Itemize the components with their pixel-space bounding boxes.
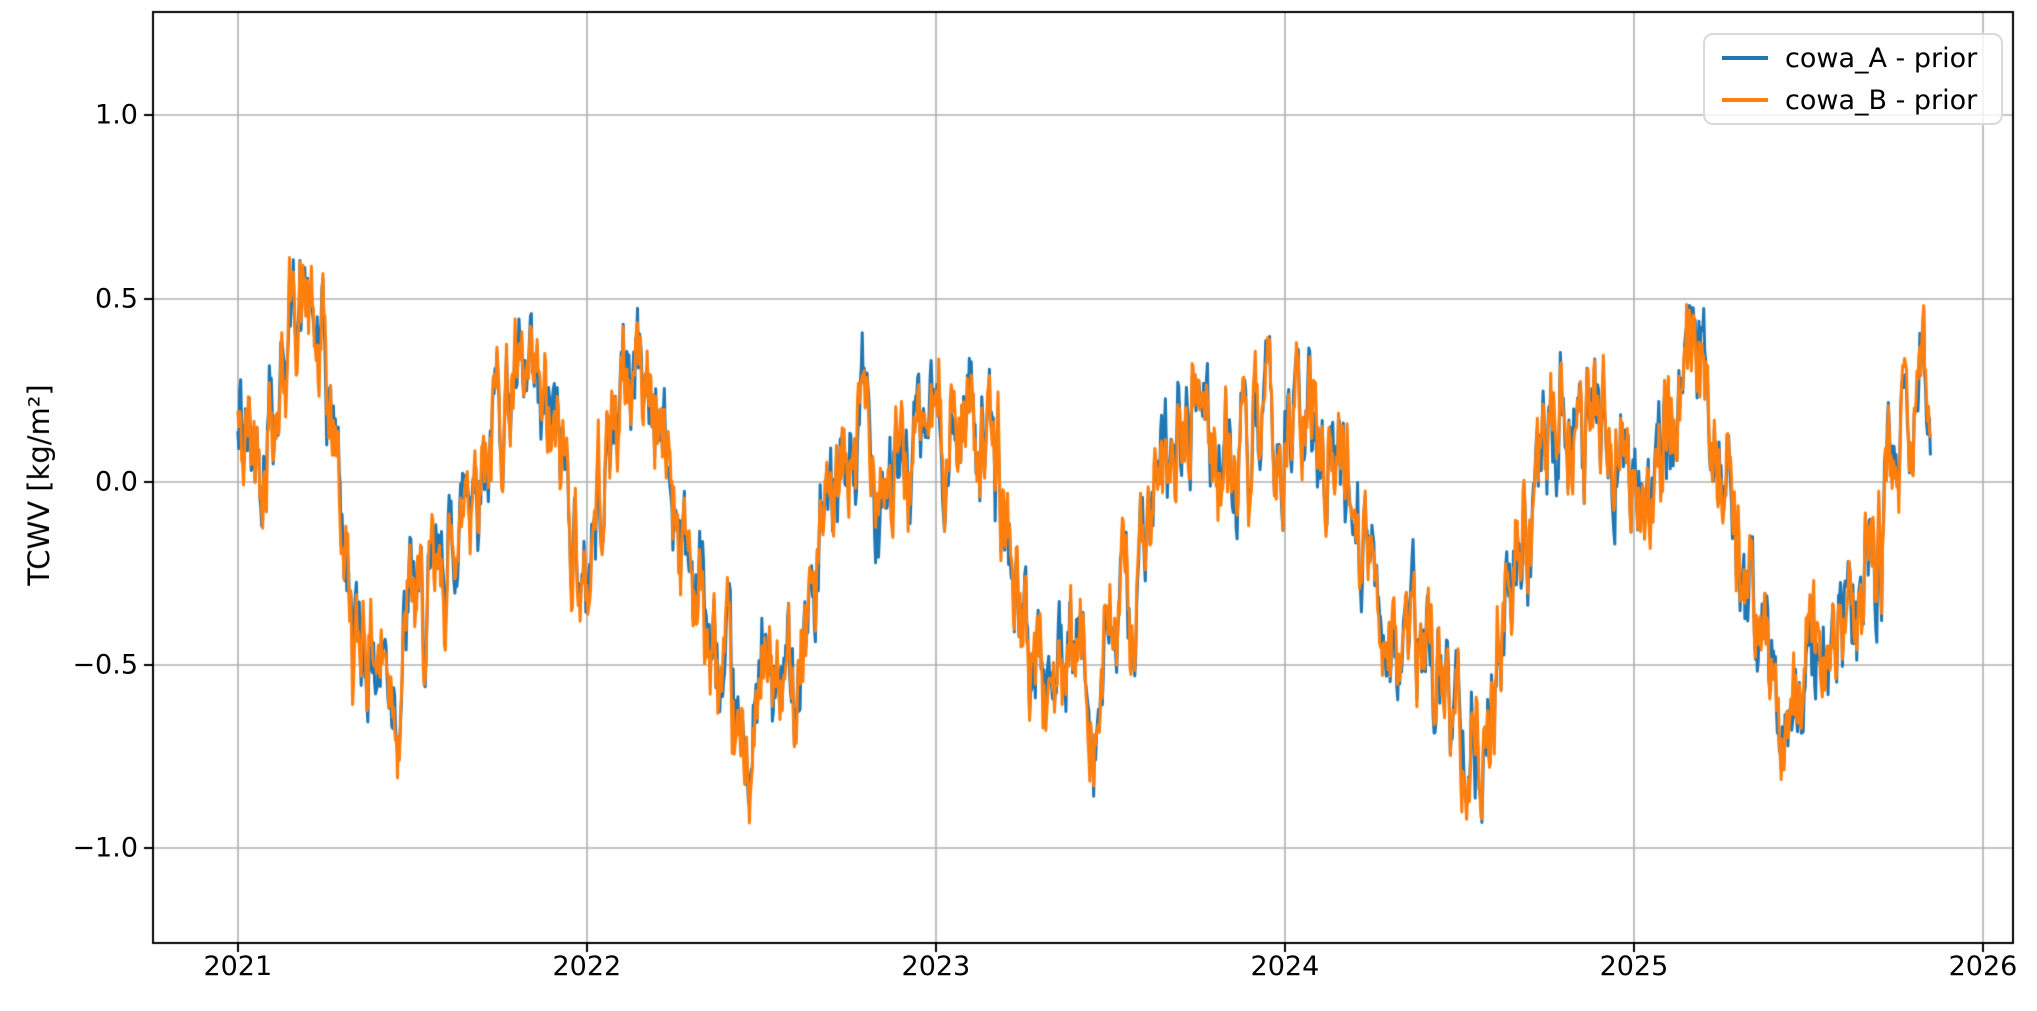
x-tick-label: 2025 [1599, 951, 1669, 982]
x-tick-label: 2026 [1948, 951, 2018, 982]
legend-label-cowa-a: cowa_A - prior [1785, 42, 1978, 74]
legend-line-cowa-b-icon [1722, 98, 1768, 102]
legend-entry-cowa-a: cowa_A - prior [1705, 37, 2001, 79]
x-tick-label: 2021 [203, 951, 273, 982]
y-tick-label: −1.0 [72, 832, 138, 864]
legend-label-cowa-b: cowa_B - prior [1785, 84, 1978, 116]
legend: cowa_A - prior cowa_B - prior [1703, 33, 2003, 125]
x-tick-label: 2024 [1250, 951, 1320, 982]
legend-line-cowa-a-icon [1722, 56, 1768, 60]
x-tick-label: 2022 [552, 951, 622, 982]
legend-entry-cowa-b: cowa_B - prior [1705, 79, 2001, 121]
y-tick-label: −0.5 [72, 649, 138, 681]
y-tick-label: 0.0 [95, 466, 138, 498]
y-tick-label: 0.5 [95, 283, 138, 315]
y-tick-label: 1.0 [95, 99, 138, 131]
x-tick-label: 2023 [901, 951, 971, 982]
